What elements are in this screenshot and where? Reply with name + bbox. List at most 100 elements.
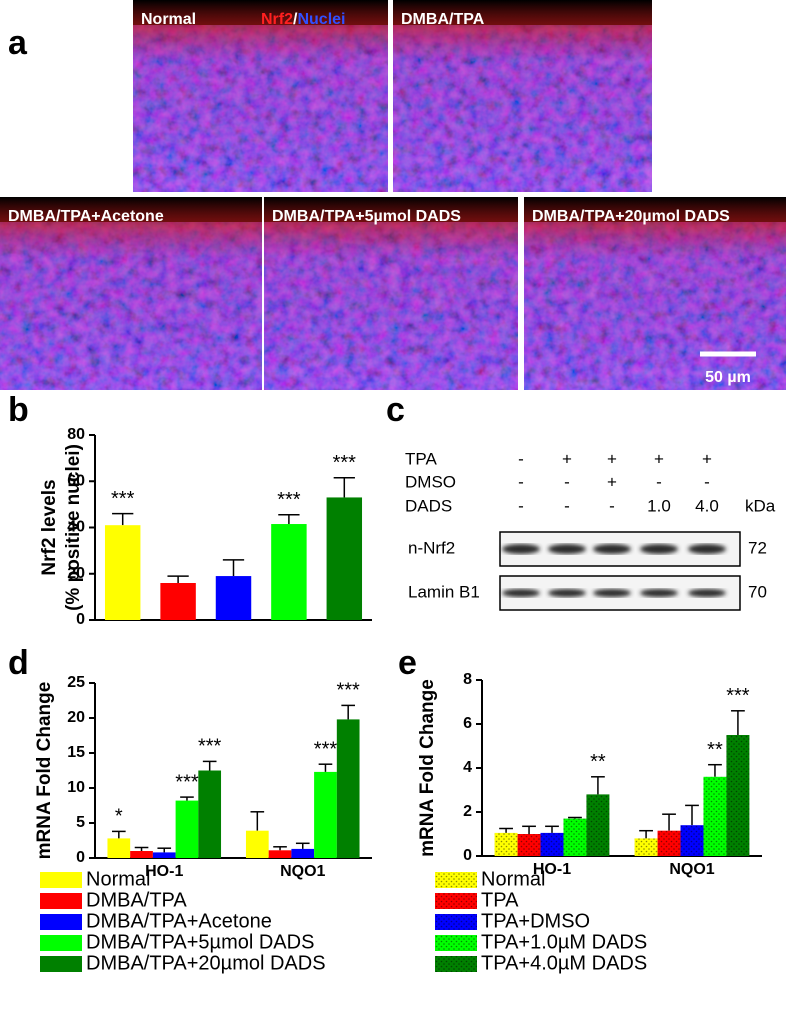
condition-mark: 1.0 bbox=[647, 496, 671, 515]
stain-name: Nuclei bbox=[297, 11, 345, 28]
legend-label: Normal bbox=[86, 868, 150, 890]
condition-mark: - bbox=[518, 472, 524, 491]
bar bbox=[517, 834, 541, 856]
band bbox=[502, 589, 540, 597]
y-tick-label: 80 bbox=[67, 426, 85, 443]
bar bbox=[680, 825, 704, 856]
epidermis-stain bbox=[524, 197, 786, 390]
significance: ** bbox=[590, 751, 606, 773]
band bbox=[688, 544, 726, 554]
significance: *** bbox=[175, 771, 199, 793]
band bbox=[640, 589, 678, 597]
band bbox=[548, 589, 586, 597]
significance: *** bbox=[277, 489, 301, 511]
legend-swatch bbox=[435, 893, 477, 909]
panel-label: e bbox=[398, 644, 417, 682]
image-title: DMBA/TPA+5µmol DADS bbox=[272, 208, 461, 225]
band-name: n-Nrf2 bbox=[408, 538, 455, 557]
y-axis-label: Nrf2 levels bbox=[39, 479, 60, 575]
bar bbox=[245, 830, 269, 858]
legend-label: DMBA/TPA+Acetone bbox=[86, 910, 272, 932]
epidermis-stain bbox=[264, 197, 518, 390]
y-tick-label: 2 bbox=[463, 803, 472, 820]
condition-mark: + bbox=[562, 449, 572, 468]
x-tick-label: NQO1 bbox=[280, 863, 325, 880]
legend-label: TPA+DMSO bbox=[481, 910, 590, 932]
bar bbox=[160, 583, 196, 620]
y-tick-label: 0 bbox=[463, 847, 472, 864]
bar bbox=[586, 794, 610, 856]
panel-label: b bbox=[8, 391, 29, 429]
condition-mark: - bbox=[656, 472, 662, 491]
bar bbox=[540, 832, 564, 856]
bar bbox=[152, 852, 176, 858]
band bbox=[593, 544, 631, 554]
bar bbox=[726, 735, 750, 856]
y-tick-label: 20 bbox=[67, 565, 85, 582]
condition-mark: - bbox=[609, 496, 615, 515]
epidermis-stain bbox=[0, 197, 262, 390]
y-tick-label: 25 bbox=[67, 674, 85, 691]
significance: *** bbox=[198, 736, 222, 758]
bar bbox=[175, 800, 199, 858]
bar bbox=[271, 524, 307, 620]
legend-label: Normal bbox=[481, 868, 545, 890]
y-tick-label: 8 bbox=[463, 671, 472, 688]
condition-name: DADS bbox=[405, 496, 452, 515]
legend-label: DMBA/TPA+5µmol DADS bbox=[86, 931, 314, 953]
epidermis-stain bbox=[133, 0, 388, 192]
significance: ** bbox=[707, 739, 723, 761]
western-blot: TPA - + + + + DMSO - - + - - DADS - - - 1.0 4.0 kDa n-Nrf2 7… bbox=[405, 449, 776, 611]
legend-label: TPA bbox=[481, 889, 519, 911]
panel-label: c bbox=[386, 391, 405, 429]
bar bbox=[107, 838, 131, 858]
bar bbox=[563, 818, 587, 856]
significance: *** bbox=[726, 685, 750, 707]
significance: *** bbox=[314, 738, 338, 760]
x-tick-label: NQO1 bbox=[669, 861, 714, 878]
y-tick-label: 4 bbox=[463, 759, 472, 776]
x-tick-label: HO-1 bbox=[145, 863, 183, 880]
condition-mark: + bbox=[702, 449, 712, 468]
legend-label: DMBA/TPA+20µmol DADS bbox=[86, 952, 326, 974]
significance: * bbox=[115, 806, 123, 828]
condition-name: TPA bbox=[405, 449, 437, 468]
legend-swatch bbox=[435, 914, 477, 930]
bar bbox=[494, 832, 518, 856]
bar bbox=[703, 776, 727, 856]
legend-swatch bbox=[435, 872, 477, 888]
y-tick-label: 20 bbox=[67, 709, 85, 726]
stain-name: / bbox=[293, 11, 298, 28]
bar bbox=[215, 576, 252, 620]
stain-name: Nrf2 bbox=[261, 11, 293, 28]
panel-label: d bbox=[8, 644, 29, 682]
image-title: Normal bbox=[141, 11, 196, 28]
band-name: Lamin B1 bbox=[408, 582, 480, 601]
y-tick-label: 15 bbox=[67, 744, 85, 761]
band-kda: 70 bbox=[748, 582, 767, 601]
condition-mark: + bbox=[607, 449, 617, 468]
significance: *** bbox=[333, 452, 357, 474]
y-tick-label: 6 bbox=[463, 715, 472, 732]
bar bbox=[198, 770, 222, 858]
bar bbox=[326, 497, 363, 620]
legend-swatch bbox=[40, 935, 82, 951]
y-tick-label: 5 bbox=[76, 814, 85, 831]
legend-label: TPA+4.0µM DADS bbox=[481, 952, 647, 974]
condition-mark: - bbox=[518, 496, 524, 515]
unit: kDa bbox=[745, 496, 776, 515]
condition-mark: + bbox=[607, 472, 617, 491]
bar bbox=[314, 771, 337, 858]
band bbox=[502, 544, 540, 554]
legend-label: DMBA/TPA bbox=[86, 889, 187, 911]
condition-mark: - bbox=[518, 449, 524, 468]
y-axis-label: (% positive nuclei) bbox=[63, 444, 84, 611]
y-tick-label: 60 bbox=[67, 472, 85, 489]
image-title: DMBA/TPA+20µmol DADS bbox=[532, 208, 730, 225]
bar bbox=[130, 851, 153, 858]
condition-mark: + bbox=[654, 449, 664, 468]
bar bbox=[657, 830, 681, 856]
panel-label: a bbox=[8, 24, 28, 62]
y-axis-label: mRNA Fold Change bbox=[417, 679, 438, 857]
